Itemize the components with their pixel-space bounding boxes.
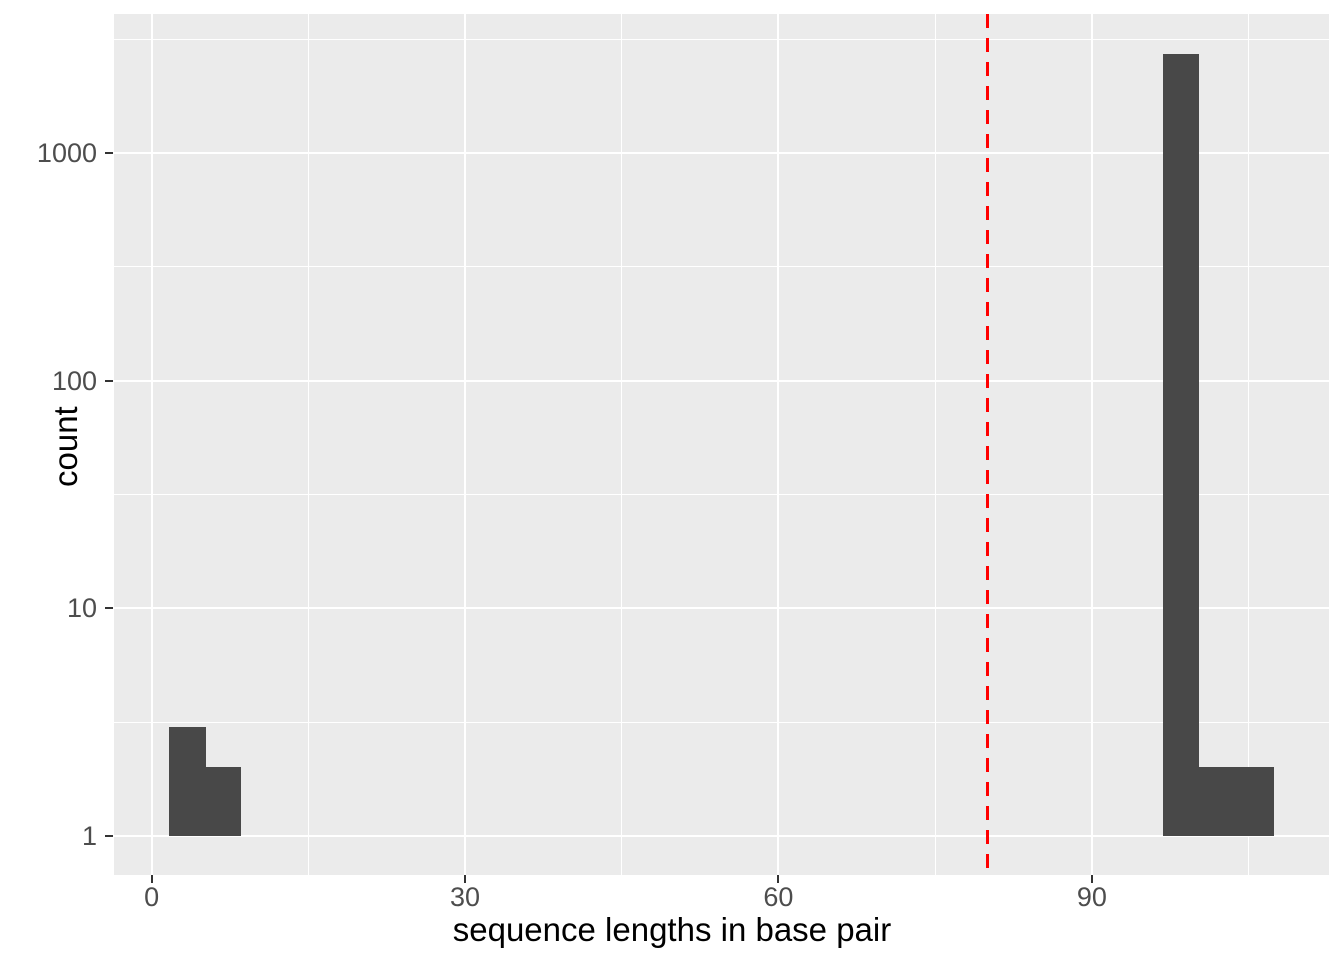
panel-grid-minor-x <box>307 14 309 875</box>
y-tick-label: 10 <box>66 593 97 624</box>
y-tick-label: 1000 <box>36 138 97 169</box>
threshold-vline <box>985 14 989 875</box>
panel-grid-major-y <box>114 152 1329 155</box>
y-tick-label: 1 <box>81 820 97 851</box>
panel-grid-major-y <box>114 379 1329 382</box>
y-tick-mark <box>105 834 113 837</box>
histogram-bar <box>1199 767 1237 836</box>
plot-panel <box>114 14 1329 875</box>
x-tick-label: 30 <box>449 882 481 912</box>
histogram-bar <box>1162 54 1200 836</box>
y-tick-mark <box>105 152 113 155</box>
x-tick-mark <box>1090 875 1093 883</box>
histogram-bar <box>205 767 242 836</box>
panel-grid-minor-x <box>1248 14 1250 875</box>
panel-grid-minor-y <box>114 721 1329 723</box>
x-tick-mark <box>464 875 467 883</box>
panel-grid-major-x <box>777 14 780 875</box>
panel-grid-major-y <box>114 834 1329 837</box>
histogram-bar <box>1236 767 1274 836</box>
y-axis-title: count <box>47 406 84 487</box>
x-tick-label: 90 <box>1076 882 1107 912</box>
panel-grid-major-x <box>1090 14 1093 875</box>
panel-grid-major-y <box>114 607 1329 610</box>
panel-grid-major-x <box>464 14 467 875</box>
y-tick-mark <box>105 379 113 382</box>
y-tick-label: 100 <box>51 365 97 396</box>
x-tick-label: 60 <box>763 882 794 912</box>
x-tick-mark <box>150 875 153 883</box>
histogram-bar <box>169 727 206 836</box>
x-axis-title: sequence lengths in base pair <box>452 911 892 948</box>
panel-grid-minor-y <box>114 266 1329 268</box>
panel-grid-minor-x <box>934 14 936 875</box>
panel-grid-minor-y <box>114 493 1329 495</box>
x-tick-mark <box>777 875 780 883</box>
panel-grid-minor-y <box>114 38 1329 40</box>
panel-grid-major-x <box>150 14 153 875</box>
x-tick-label: 0 <box>144 882 160 912</box>
panel-grid-minor-x <box>621 14 623 875</box>
y-tick-mark <box>105 607 113 610</box>
